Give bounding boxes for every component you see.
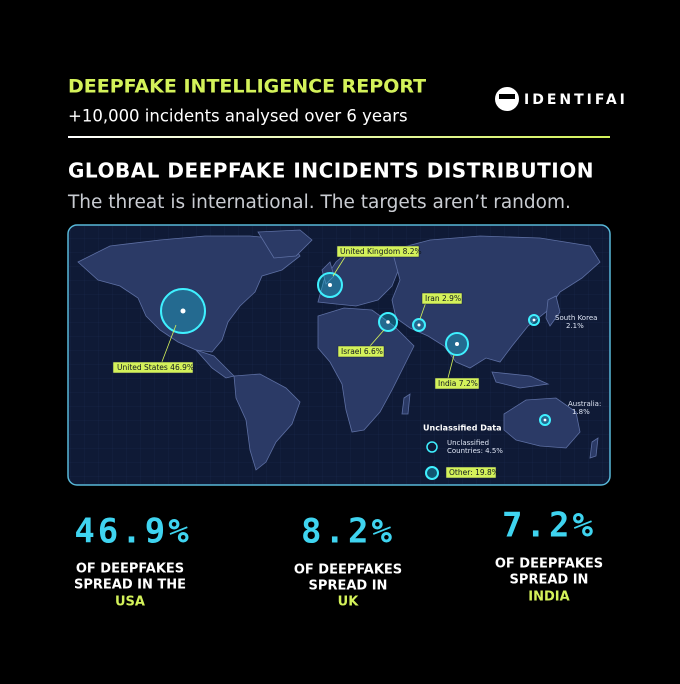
stat-text: OF DEEPFAKES [294, 563, 402, 578]
stat-region: UK [338, 595, 360, 610]
label-box [337, 345, 385, 358]
label-box [434, 377, 480, 390]
label-box [445, 466, 497, 479]
logo-visor [499, 94, 515, 99]
legend-swatch [425, 466, 439, 480]
marker-iran: Iran 2.9% [412, 292, 463, 332]
report-subtitle: +10,000 incidents analysed over 6 years [68, 107, 408, 126]
marker-label: Australia: [568, 400, 601, 408]
marker-south-korea: South Korea 2.1% [528, 314, 597, 330]
legend-title: Unclassified Data [423, 424, 501, 433]
legend-swatch [426, 441, 438, 453]
marker-label: Israel 6.6% [341, 347, 383, 356]
legend-label: Unclassified [447, 439, 489, 447]
divider [68, 136, 610, 138]
marker-label: United Kingdom 8.2% [340, 247, 422, 256]
stat-usa: 46.9% OF DEEPFAKES SPREAD IN THE USA [74, 512, 191, 610]
map: United States 46.9% United Kingdom 8.2% … [67, 224, 611, 486]
marker-label: United States 46.9% [117, 363, 194, 372]
bubble-center [543, 418, 547, 422]
bubble-center [417, 323, 421, 327]
stat-region: USA [115, 595, 145, 610]
label-box [421, 292, 463, 305]
stat-text: OF DEEPFAKES [495, 557, 603, 572]
stat-value: 8.2% [301, 512, 395, 552]
leader-line [159, 324, 177, 368]
marker-uk: United Kingdom 8.2% [317, 245, 422, 298]
bubble-center [180, 308, 186, 314]
marker-label: Iran 2.9% [425, 294, 461, 303]
section-title: GLOBAL DEEPFAKE INCIDENTS DISTRIBUTION [68, 159, 594, 183]
greenland [257, 229, 313, 259]
stat-region: INDIA [528, 590, 569, 605]
marker-label: 2.1% [566, 322, 584, 330]
stat-text: OF DEEPFAKES [76, 562, 184, 577]
stat-text: SPREAD IN THE [74, 578, 186, 593]
marker-label: 1.8% [572, 408, 590, 416]
legend-label: Countries: 4.5% [447, 447, 503, 455]
leader-line [447, 354, 455, 379]
leader-line [369, 329, 385, 347]
logo: IDENTIFAI [495, 87, 628, 111]
stat-value: 7.2% [502, 506, 596, 546]
label-box [112, 361, 194, 374]
bubble-center [455, 342, 459, 346]
stat-uk: 8.2% OF DEEPFAKES SPREAD IN UK [294, 512, 402, 610]
marker-india: India 7.2% [434, 332, 480, 390]
new-zealand [589, 437, 599, 459]
label-box [336, 245, 420, 258]
leader-line [332, 256, 346, 277]
legend-label: Other: 19.8% [449, 468, 499, 477]
indonesia [491, 371, 550, 389]
japan [545, 295, 561, 327]
asia [391, 235, 601, 369]
marker-us: United States 46.9% [112, 288, 206, 374]
bubble-center [328, 283, 332, 287]
bubble-center [532, 318, 536, 322]
report-title: DEEPFAKE INTELLIGENCE REPORT [68, 76, 426, 98]
stat-value: 46.9% [74, 512, 191, 552]
stat-text: SPREAD IN [510, 573, 589, 588]
bubble-center [386, 320, 390, 324]
marker-israel: Israel 6.6% [337, 312, 398, 358]
marker-australia: Australia: 1.8% [539, 400, 601, 426]
south-america [233, 373, 301, 471]
stat-india: 7.2% OF DEEPFAKES SPREAD IN INDIA [495, 506, 603, 605]
madagascar [401, 393, 411, 415]
marker-label: India 7.2% [438, 379, 478, 388]
section-subtitle: The threat is international. The targets… [67, 192, 571, 213]
leader-line [419, 301, 427, 320]
marker-label: South Korea [555, 314, 597, 322]
stat-text: SPREAD IN [309, 579, 388, 594]
africa [317, 307, 415, 433]
north-america [77, 235, 301, 353]
map-legend: Unclassified Data Unclassified Countries… [423, 424, 503, 480]
logo-text: IDENTIFAI [524, 92, 628, 108]
